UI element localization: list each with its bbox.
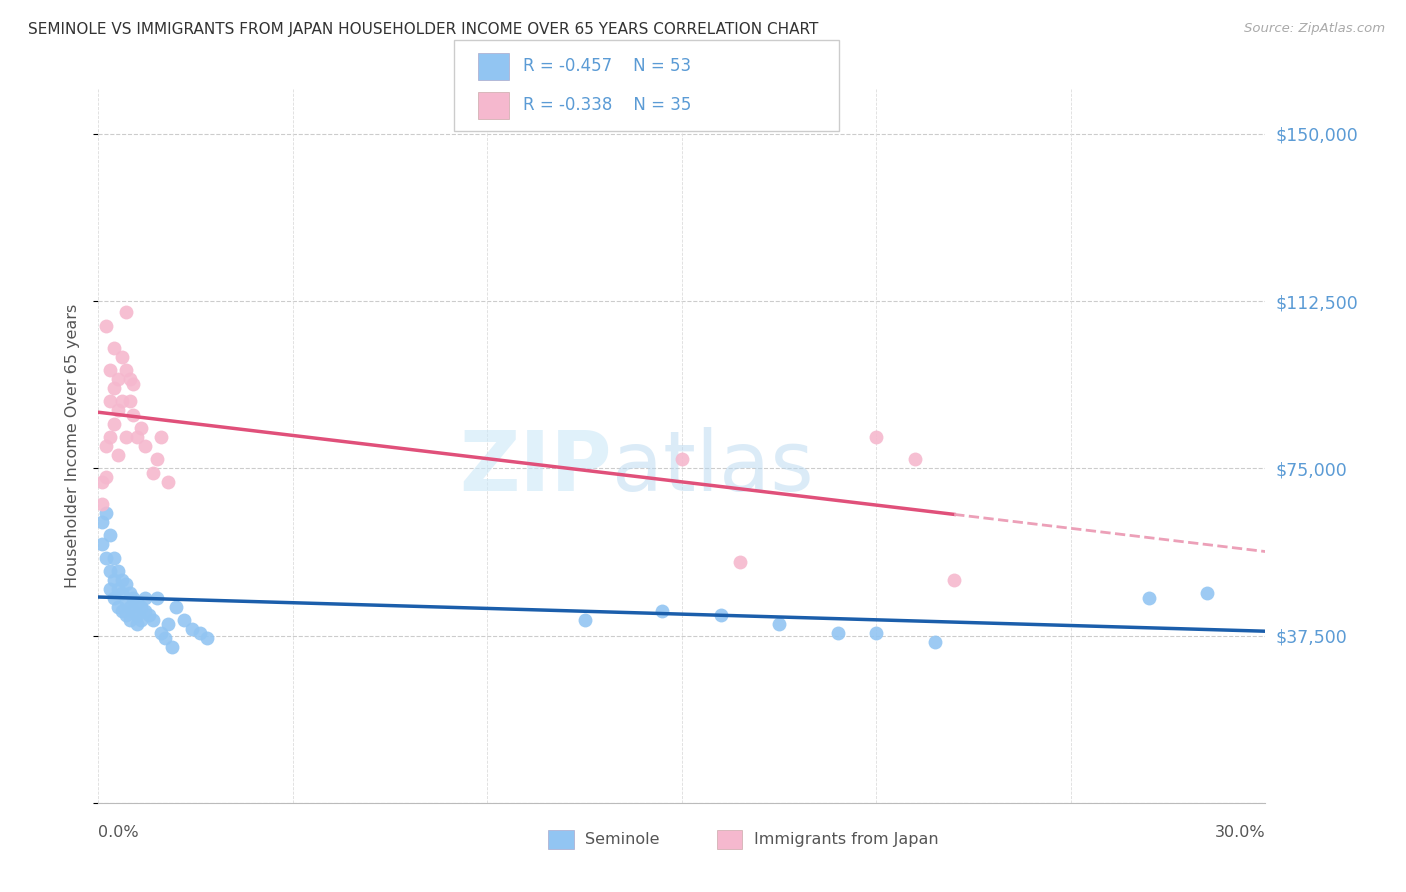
- Point: [114, 595, 136, 609]
- Point: [107, 599, 129, 614]
- Point: [96, 470, 118, 484]
- Point: [103, 341, 125, 355]
- Point: [103, 417, 125, 431]
- Point: [114, 363, 136, 377]
- Point: [107, 564, 129, 578]
- Point: [180, 622, 202, 636]
- Point: [134, 439, 156, 453]
- Point: [91, 475, 114, 489]
- Point: [122, 408, 145, 422]
- Point: [91, 515, 114, 529]
- Point: [98, 564, 121, 578]
- Point: [111, 394, 134, 409]
- Point: [134, 604, 156, 618]
- Point: [195, 631, 218, 645]
- Text: Seminole: Seminole: [585, 832, 659, 847]
- Text: ZIP: ZIP: [460, 427, 612, 508]
- Y-axis label: Householder Income Over 65 years: Householder Income Over 65 years: [65, 304, 80, 588]
- Point: [98, 430, 121, 444]
- Point: [173, 613, 195, 627]
- Point: [157, 617, 180, 632]
- Point: [114, 608, 136, 623]
- Point: [924, 635, 946, 649]
- Point: [98, 363, 121, 377]
- Point: [153, 631, 176, 645]
- Point: [114, 430, 136, 444]
- Point: [165, 599, 187, 614]
- Point: [1195, 586, 1218, 600]
- Point: [574, 613, 596, 627]
- Point: [98, 582, 121, 596]
- Point: [103, 381, 125, 395]
- Point: [122, 376, 145, 391]
- Point: [146, 591, 169, 605]
- Point: [96, 506, 118, 520]
- Point: [129, 613, 152, 627]
- Point: [107, 372, 129, 386]
- Point: [111, 350, 134, 364]
- Point: [904, 452, 927, 467]
- Point: [1137, 591, 1160, 605]
- Text: Immigrants from Japan: Immigrants from Japan: [754, 832, 938, 847]
- Point: [103, 550, 125, 565]
- Point: [730, 555, 752, 569]
- Point: [103, 591, 125, 605]
- Text: R = -0.338    N = 35: R = -0.338 N = 35: [523, 96, 692, 114]
- Point: [146, 452, 169, 467]
- Point: [91, 537, 114, 551]
- Point: [107, 403, 129, 417]
- Point: [142, 613, 165, 627]
- Text: 0.0%: 0.0%: [98, 825, 139, 840]
- Point: [710, 608, 733, 623]
- Point: [149, 626, 172, 640]
- Point: [162, 640, 184, 654]
- Point: [118, 372, 141, 386]
- Point: [91, 497, 114, 511]
- Point: [118, 586, 141, 600]
- Point: [671, 452, 693, 467]
- Point: [111, 586, 134, 600]
- Text: 30.0%: 30.0%: [1215, 825, 1265, 840]
- Point: [98, 394, 121, 409]
- Point: [96, 439, 118, 453]
- Point: [114, 305, 136, 319]
- Point: [96, 318, 118, 333]
- Point: [111, 604, 134, 618]
- Point: [127, 430, 149, 444]
- Point: [142, 466, 165, 480]
- Point: [651, 604, 673, 618]
- Point: [827, 626, 849, 640]
- Text: R = -0.457    N = 53: R = -0.457 N = 53: [523, 57, 692, 75]
- Point: [118, 394, 141, 409]
- Point: [943, 573, 966, 587]
- Point: [149, 430, 172, 444]
- Point: [127, 617, 149, 632]
- Point: [122, 604, 145, 618]
- Point: [114, 577, 136, 591]
- Text: SEMINOLE VS IMMIGRANTS FROM JAPAN HOUSEHOLDER INCOME OVER 65 YEARS CORRELATION C: SEMINOLE VS IMMIGRANTS FROM JAPAN HOUSEH…: [28, 22, 818, 37]
- Point: [138, 608, 160, 623]
- Point: [865, 430, 887, 444]
- Point: [188, 626, 211, 640]
- Point: [865, 626, 887, 640]
- Point: [96, 550, 118, 565]
- Point: [127, 595, 149, 609]
- Point: [107, 448, 129, 462]
- Point: [768, 617, 790, 632]
- Point: [122, 591, 145, 605]
- Text: Source: ZipAtlas.com: Source: ZipAtlas.com: [1244, 22, 1385, 36]
- Point: [129, 599, 152, 614]
- Point: [118, 613, 141, 627]
- Point: [134, 591, 156, 605]
- Point: [157, 475, 180, 489]
- Point: [107, 582, 129, 596]
- Point: [118, 599, 141, 614]
- Text: atlas: atlas: [612, 427, 814, 508]
- Point: [127, 608, 149, 623]
- Point: [111, 573, 134, 587]
- Point: [103, 573, 125, 587]
- Point: [129, 421, 152, 435]
- Point: [98, 528, 121, 542]
